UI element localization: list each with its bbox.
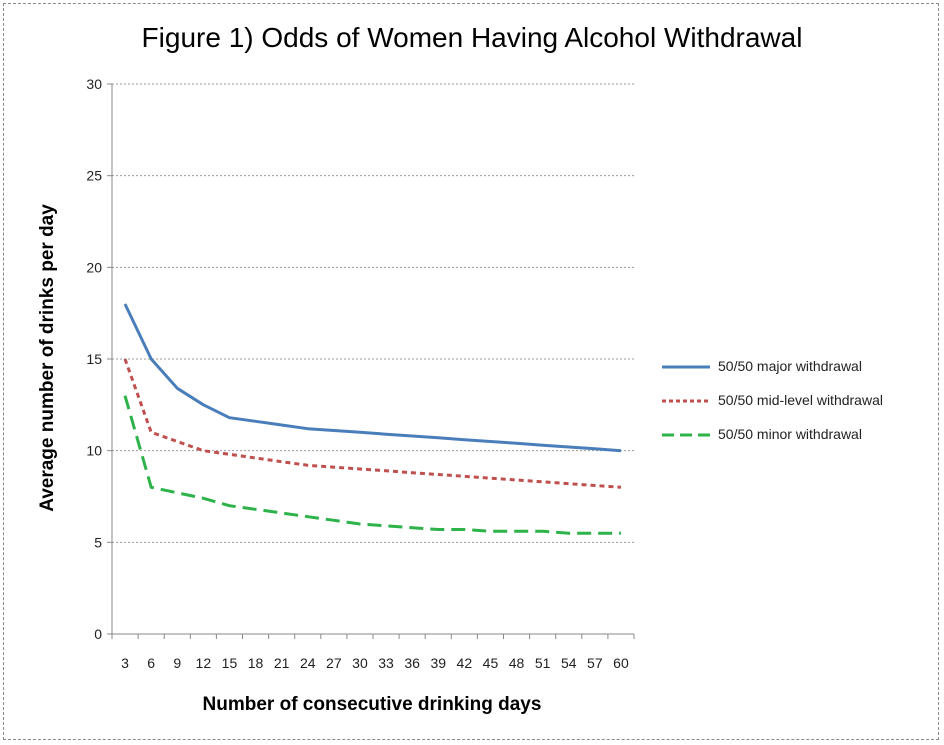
x-tick-label-30: 30 — [352, 655, 368, 671]
x-axis-label: Number of consecutive drinking days — [202, 694, 542, 715]
chart-title: Figure 1) Odds of Women Having Alcohol W… — [141, 22, 803, 53]
y-tick-label-30: 30 — [86, 76, 102, 92]
legend-label-major: 50/50 major withdrawal — [718, 358, 862, 374]
x-tick-label-39: 39 — [430, 655, 446, 671]
series-line-2 — [123, 395, 621, 535]
legend-item-minor: 50/50 minor withdrawal — [662, 426, 937, 460]
y-tick-label-20: 20 — [86, 259, 102, 275]
x-tick-label-51: 51 — [535, 655, 551, 671]
x-tick-label-33: 33 — [378, 655, 394, 671]
legend: 50/50 major withdrawal 50/50 mid-level w… — [662, 358, 937, 460]
x-tick-label-36: 36 — [404, 655, 420, 671]
x-tick-label-60: 60 — [613, 655, 629, 671]
y-tick-label-15: 15 — [86, 351, 102, 367]
x-tick-label-57: 57 — [587, 655, 603, 671]
x-tick-label-42: 42 — [457, 655, 473, 671]
x-tick-label-24: 24 — [300, 655, 316, 671]
x-tick-label-27: 27 — [326, 655, 342, 671]
x-tick-label-9: 9 — [173, 655, 181, 671]
legend-item-mid: 50/50 mid-level withdrawal — [662, 392, 937, 426]
legend-swatch-major — [662, 365, 710, 369]
x-tick-label-21: 21 — [274, 655, 290, 671]
x-tick-label-12: 12 — [196, 655, 212, 671]
x-tick-label-6: 6 — [147, 655, 155, 671]
y-tick-label-25: 25 — [86, 168, 102, 184]
legend-swatch-mid — [662, 399, 710, 403]
x-tick-label-45: 45 — [483, 655, 499, 671]
legend-label-mid: 50/50 mid-level withdrawal — [718, 392, 883, 408]
y-tick-label-10: 10 — [86, 443, 102, 459]
series-line-0 — [123, 303, 622, 453]
legend-label-minor: 50/50 minor withdrawal — [718, 426, 862, 442]
x-tick-label-3: 3 — [121, 655, 129, 671]
legend-item-major: 50/50 major withdrawal — [662, 358, 937, 392]
y-tick-label-0: 0 — [94, 626, 102, 642]
series-line-1 — [123, 358, 622, 489]
x-tick-label-18: 18 — [248, 655, 264, 671]
legend-swatch-minor — [662, 433, 710, 437]
chart-frame — [3, 3, 939, 740]
x-tick-label-48: 48 — [509, 655, 525, 671]
y-tick-label-5: 5 — [94, 534, 102, 550]
x-tick-label-15: 15 — [222, 655, 238, 671]
x-tick-label-54: 54 — [561, 655, 577, 671]
